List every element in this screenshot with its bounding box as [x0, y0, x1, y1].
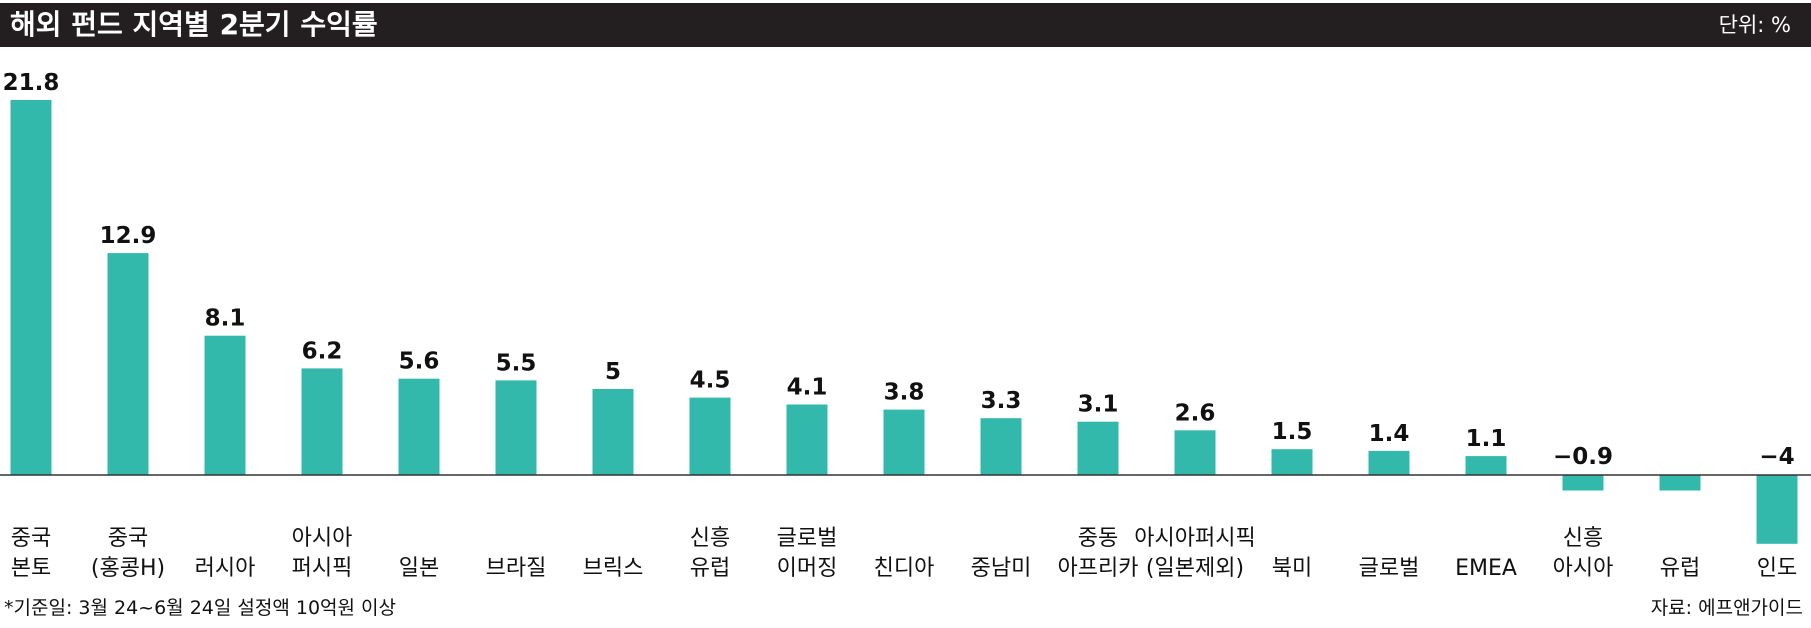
- value-label-1: 21.8: [3, 70, 60, 96]
- unit-label: 단위: %: [1718, 13, 1791, 37]
- bar-5: [398, 378, 440, 475]
- bar-14: [1271, 449, 1313, 475]
- category-label-2-line-2: (홍콩H): [91, 556, 165, 581]
- page-title: 해외 펀드 지역별 2분기 수익률: [10, 8, 378, 41]
- bar-10: [883, 409, 925, 475]
- footnote: *기준일: 3월 24~6월 24일 설정액 10억원 이상: [4, 597, 397, 619]
- category-label-19-line-1: 인도: [1757, 556, 1797, 581]
- category-label-13-line-2: (일본제외): [1146, 556, 1244, 581]
- bar-12: [1077, 421, 1119, 475]
- bar-13: [1174, 430, 1216, 475]
- value-label-15: 1.4: [1369, 421, 1410, 447]
- value-label-2: 12.9: [100, 223, 157, 249]
- value-label-16: 1.1: [1466, 426, 1507, 452]
- category-label-4-line-1: 아시아: [292, 526, 353, 551]
- bar-9: [786, 404, 828, 475]
- value-label-10: 3.8: [884, 380, 925, 406]
- category-label-12-line-2: 아프리카: [1058, 556, 1139, 581]
- value-label-12: 3.1: [1078, 392, 1119, 418]
- category-label-3-line-1: 러시아: [195, 556, 256, 581]
- category-label-8-line-2: 유럽: [690, 556, 730, 581]
- bar-11: [980, 418, 1022, 475]
- category-label-5-line-1: 일본: [399, 556, 439, 581]
- category-label-16-line-1: EMEA: [1455, 556, 1517, 581]
- bar-7: [592, 389, 634, 475]
- value-label-13: 2.6: [1175, 400, 1216, 426]
- bar-19: [1756, 475, 1798, 544]
- bar-16: [1465, 456, 1507, 475]
- bar-chart: 21.8중국본토12.9중국(홍콩H)8.1러시아6.2아시아퍼시픽5.6일본5…: [0, 70, 1811, 581]
- category-label-11-line-1: 중남미: [971, 556, 1032, 581]
- category-label-18-line-1: 유럽: [1660, 556, 1700, 581]
- category-label-4-line-2: 퍼시픽: [292, 556, 353, 581]
- bar-3: [204, 335, 246, 475]
- category-label-1-line-2: 본토: [11, 556, 51, 581]
- category-label-14-line-1: 북미: [1272, 556, 1312, 581]
- category-label-15-line-1: 글로벌: [1359, 556, 1420, 581]
- value-label-6: 5.5: [496, 350, 537, 376]
- category-label-2-line-1: 중국: [108, 526, 148, 551]
- bar-8: [689, 397, 731, 475]
- bar-2: [107, 253, 149, 475]
- category-label-7-line-1: 브릭스: [583, 556, 644, 581]
- value-label-4: 6.2: [302, 338, 343, 364]
- bar-4: [301, 368, 343, 475]
- category-label-13-line-1: 아시아퍼시픽: [1134, 526, 1255, 551]
- value-label-19: −4: [1759, 444, 1794, 470]
- value-label-5: 5.6: [399, 349, 440, 375]
- category-label-12-line-1: 중동: [1078, 526, 1118, 551]
- category-label-17-line-1: 신흥: [1563, 526, 1603, 551]
- value-label-11: 3.3: [981, 388, 1022, 414]
- category-label-1-line-1: 중국: [11, 526, 51, 551]
- category-label-8-line-1: 신흥: [690, 526, 730, 551]
- bar-18: [1659, 475, 1701, 491]
- bar-1: [10, 100, 52, 475]
- value-label-3: 8.1: [205, 306, 246, 332]
- category-label-9-line-2: 이머징: [777, 556, 838, 581]
- header-bar: 해외 펀드 지역별 2분기 수익률 단위: %: [0, 3, 1811, 47]
- category-label-9-line-1: 글로벌: [777, 526, 838, 551]
- bar-17: [1562, 475, 1604, 491]
- bar-6: [495, 380, 537, 475]
- value-label-7: 5: [605, 359, 621, 385]
- category-label-17-line-2: 아시아: [1553, 556, 1614, 581]
- value-label-9: 4.1: [787, 375, 828, 401]
- source-note: 자료: 에프앤가이드: [1650, 597, 1803, 619]
- bar-15: [1368, 450, 1410, 475]
- value-label-17: −0.9: [1553, 444, 1613, 470]
- value-label-8: 4.5: [690, 368, 731, 394]
- category-label-6-line-1: 브라질: [486, 556, 547, 581]
- value-label-14: 1.5: [1272, 419, 1313, 445]
- category-label-10-line-1: 친디아: [874, 556, 935, 581]
